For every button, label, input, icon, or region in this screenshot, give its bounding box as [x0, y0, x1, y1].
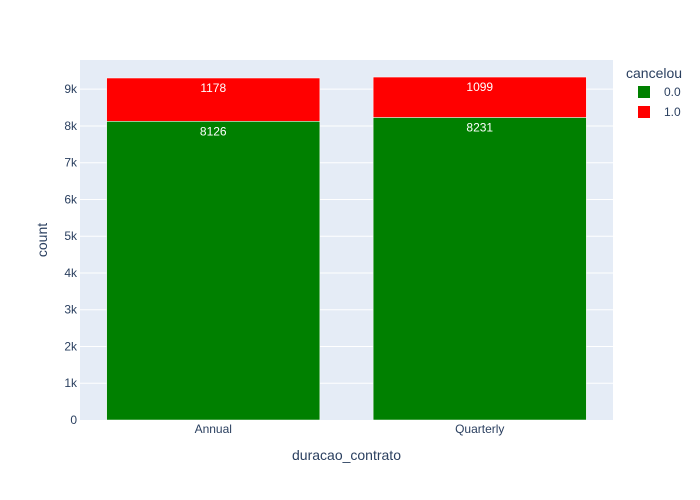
- y-tick-label: 4k: [64, 266, 78, 280]
- y-tick-label: 0: [70, 413, 77, 427]
- bar-annual-series-1-0: [106, 77, 321, 122]
- x-axis-ticks: Annual Quarterly: [195, 422, 505, 436]
- legend-title: cancelou: [626, 65, 682, 81]
- x-tick-label: Quarterly: [455, 422, 504, 436]
- y-tick-label: 5k: [64, 229, 78, 243]
- x-tick-label: Annual: [195, 422, 232, 436]
- bar-value-label: 8126: [200, 124, 227, 138]
- y-axis-title: count: [34, 223, 50, 257]
- legend: cancelou 0.0 1.0: [626, 65, 682, 119]
- x-axis-title: duracao_contrato: [292, 447, 401, 463]
- bar-quarterly-series-0-0: [372, 117, 587, 421]
- legend-swatch[interactable]: [638, 86, 650, 98]
- legend-swatch[interactable]: [638, 106, 650, 118]
- bar-annual-series-0-0: [106, 121, 321, 421]
- legend-item-label[interactable]: 0.0: [664, 85, 681, 99]
- y-tick-label: 7k: [64, 156, 78, 170]
- bars: [106, 76, 587, 421]
- y-tick-label: 2k: [64, 339, 78, 353]
- y-tick-label: 8k: [64, 119, 78, 133]
- legend-item-label[interactable]: 1.0: [664, 105, 681, 119]
- data-labels: 8126 1178 8231 1099: [200, 80, 494, 138]
- bar-value-label: 1099: [466, 80, 493, 94]
- y-tick-label: 6k: [64, 192, 78, 206]
- y-tick-label: 1k: [64, 376, 78, 390]
- bar-value-label: 8231: [466, 120, 493, 134]
- y-tick-label: 9k: [64, 82, 78, 96]
- bar-value-label: 1178: [200, 81, 226, 95]
- bar-quarterly-series-1-0: [372, 76, 587, 118]
- y-axis-ticks: 0 1k 2k 3k 4k 5k 6k 7k 8k 9k: [64, 82, 78, 427]
- y-tick-label: 3k: [64, 303, 78, 317]
